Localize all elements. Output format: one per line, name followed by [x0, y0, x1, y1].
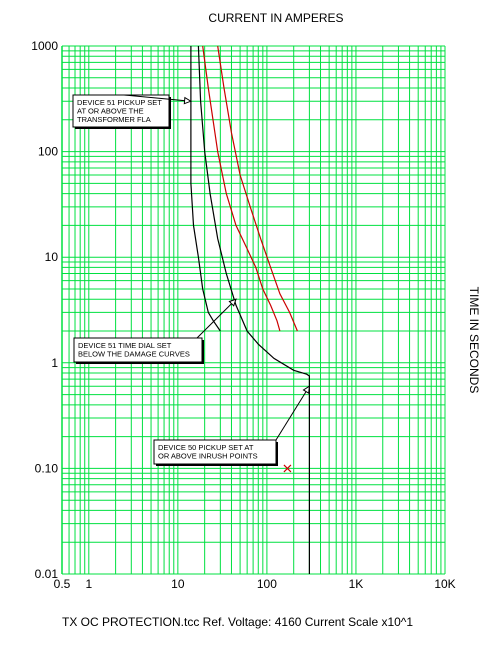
annotation-text: BELOW THE DAMAGE CURVES — [78, 350, 190, 359]
annotation-box — [73, 337, 203, 363]
annotation-text: DEVICE 51 PICKUP SET — [77, 98, 162, 107]
marker-x — [283, 464, 292, 473]
annotation-text: TRANSFORMER FLA — [77, 115, 151, 124]
arrow-head — [228, 298, 237, 307]
chart-title: CURRENT IN AMPERES — [208, 11, 343, 25]
arrow-head — [302, 385, 310, 395]
x-tick-label: 1K — [349, 577, 364, 591]
y-tick-label: 10 — [45, 250, 59, 264]
y-tick-label: 100 — [38, 145, 58, 159]
footer-text: TX OC PROTECTION.tcc Ref. Voltage: 4160 … — [62, 615, 413, 629]
tick-labels: 0.5 1 10 100 1K 10K 1000 100 10 1 0.10 0.01 — [31, 39, 455, 591]
series-group — [190, 45, 310, 574]
annotation-text: AT OR ABOVE THE — [77, 107, 144, 116]
y-axis-label: TIME IN SECONDS — [467, 287, 481, 394]
annotation-leader — [196, 298, 237, 339]
y-tick-label: 1000 — [31, 39, 58, 53]
y-tick-label: 0.01 — [35, 567, 59, 581]
x-tick-label: 10K — [434, 577, 455, 591]
annotation-leader — [275, 385, 310, 441]
x-tick-label: 1 — [85, 577, 92, 591]
annotation-text: OR ABOVE INRUSH POINTS — [158, 452, 258, 461]
arrow-head — [183, 96, 193, 105]
curve-red-3 — [202, 45, 281, 332]
annotation-text: DEVICE 51 TIME DIAL SET — [78, 341, 172, 350]
x-tick-label: 100 — [257, 577, 277, 591]
annotation-leader — [123, 94, 191, 102]
x-tick-label: 10 — [171, 577, 185, 591]
y-tick-label: 1 — [51, 356, 58, 370]
x-tick-label: 0.5 — [54, 577, 71, 591]
annotation-box — [72, 94, 170, 128]
curve-red-4 — [217, 45, 298, 332]
annotation-text: DEVICE 50 PICKUP SET AT — [158, 443, 254, 452]
curve-black-1 — [190, 46, 221, 332]
marker-x-stroke — [283, 464, 292, 473]
curve-black-2 — [197, 45, 310, 574]
y-tick-label: 0.10 — [35, 461, 59, 475]
annotation-box — [153, 439, 277, 465]
